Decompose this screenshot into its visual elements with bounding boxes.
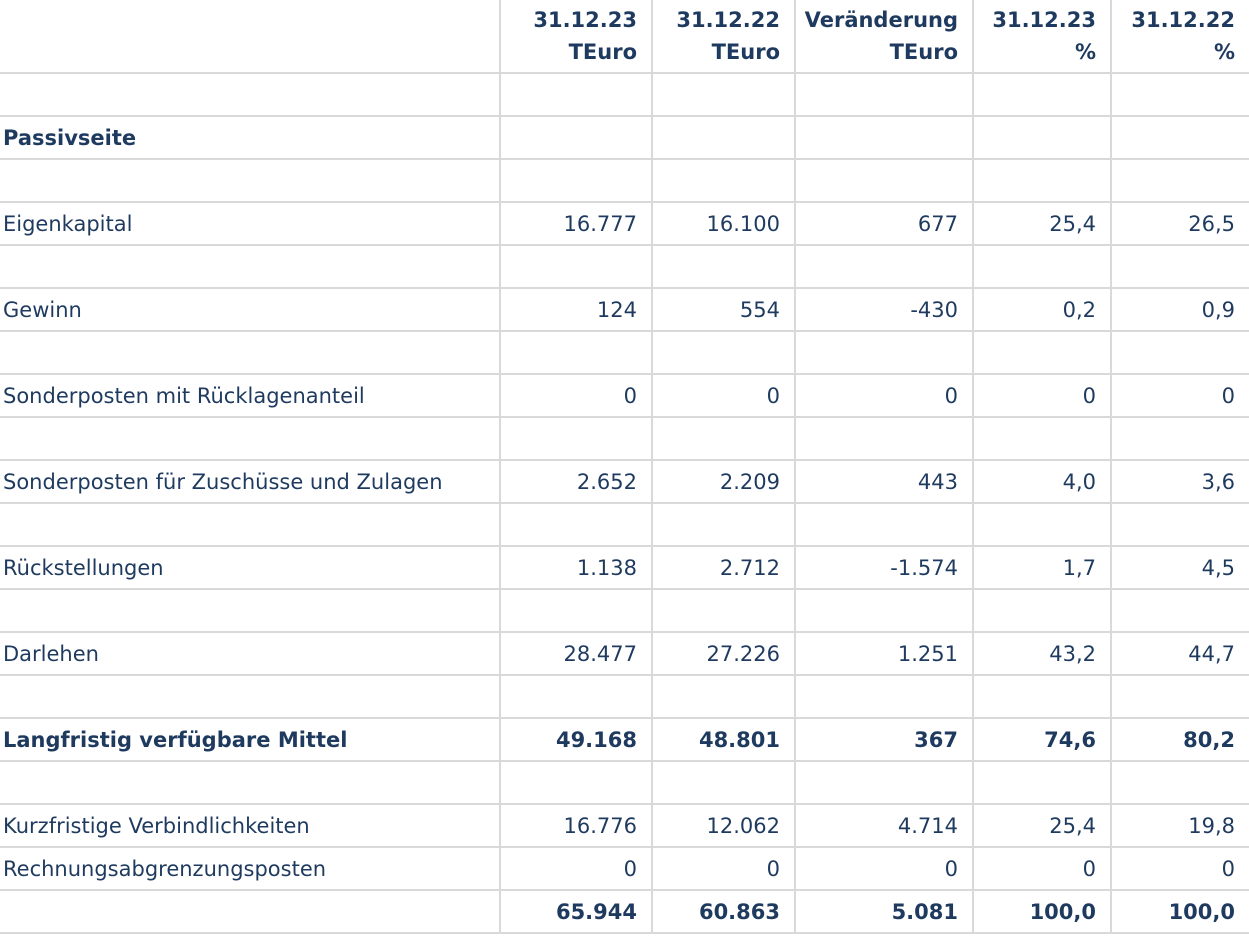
- total-cell: 60.863: [651, 890, 795, 934]
- header-col-d-date: 31.12.23: [992, 8, 1096, 32]
- total-cell: 65.944: [499, 890, 652, 934]
- row-label: Eigenkapital: [0, 202, 500, 246]
- value-cell: 443: [794, 460, 973, 504]
- table-row: Sonderposten mit Rücklagenanteil 0 0 0 0…: [0, 374, 1249, 418]
- spacer-row: [0, 675, 1249, 719]
- value-cell: 16.777: [499, 202, 652, 246]
- value-cell: 367: [794, 718, 973, 762]
- value-cell: 0: [972, 374, 1111, 418]
- value-cell: 43,2: [972, 632, 1111, 676]
- total-cell: 5.081: [794, 890, 973, 934]
- value-cell: 48.801: [651, 718, 795, 762]
- spacer-row: [0, 159, 1249, 203]
- header-label-cell: [0, 0, 500, 74]
- value-cell: 16.776: [499, 804, 652, 848]
- row-label: Sonderposten für Zuschüsse und Zulagen: [0, 460, 500, 504]
- value-cell: 80,2: [1110, 718, 1249, 762]
- value-cell: 19,8: [1110, 804, 1249, 848]
- value-cell: 0,9: [1110, 288, 1249, 332]
- header-row: 31.12.23 TEuro 31.12.22 TEuro Veränderun…: [0, 0, 1249, 74]
- value-cell: 0: [651, 374, 795, 418]
- value-cell: 4,0: [972, 460, 1111, 504]
- value-cell: 0: [499, 847, 652, 891]
- value-cell: 0: [972, 847, 1111, 891]
- value-cell: 28.477: [499, 632, 652, 676]
- row-label: Rechnungsabgrenzungsposten: [0, 847, 500, 891]
- table-row: Rückstellungen 1.138 2.712 -1.574 1,7 4,…: [0, 546, 1249, 590]
- section-title: Passivseite: [0, 116, 500, 160]
- row-label: Kurzfristige Verbindlichkeiten: [0, 804, 500, 848]
- header-col-b-unit: TEuro: [711, 40, 780, 64]
- header-col-a-unit: TEuro: [568, 40, 637, 64]
- spacer-row: [0, 331, 1249, 375]
- value-cell: 0,2: [972, 288, 1111, 332]
- row-label: Darlehen: [0, 632, 500, 676]
- value-cell: 2.209: [651, 460, 795, 504]
- value-cell: 0: [794, 374, 973, 418]
- value-cell: 1.251: [794, 632, 973, 676]
- value-cell: -1.574: [794, 546, 973, 590]
- table-row: Kurzfristige Verbindlichkeiten 16.776 12…: [0, 804, 1249, 848]
- spacer-row: [0, 589, 1249, 633]
- header-col-c-title: Veränderung: [804, 8, 958, 32]
- header-col-c: Veränderung TEuro: [794, 0, 973, 74]
- table-row: Darlehen 28.477 27.226 1.251 43,2 44,7: [0, 632, 1249, 676]
- spacer-row: [0, 73, 1249, 117]
- header-col-a: 31.12.23 TEuro: [499, 0, 652, 74]
- header-col-b-date: 31.12.22: [676, 8, 780, 32]
- row-label: Rückstellungen: [0, 546, 500, 590]
- spacer-row: [0, 503, 1249, 547]
- total-cell: 100,0: [1110, 890, 1249, 934]
- spacer-row: [0, 245, 1249, 289]
- value-cell: 26,5: [1110, 202, 1249, 246]
- header-col-e-date: 31.12.22: [1131, 8, 1235, 32]
- value-cell: 2.712: [651, 546, 795, 590]
- value-cell: -430: [794, 288, 973, 332]
- spacer-row: [0, 761, 1249, 805]
- value-cell: 0: [1110, 847, 1249, 891]
- value-cell: 0: [499, 374, 652, 418]
- value-cell: 16.100: [651, 202, 795, 246]
- spacer-row: [0, 417, 1249, 461]
- header-col-c-unit: TEuro: [889, 40, 958, 64]
- table-row: Rechnungsabgrenzungsposten 0 0 0 0 0: [0, 847, 1249, 891]
- value-cell: 74,6: [972, 718, 1111, 762]
- row-label: Sonderposten mit Rücklagenanteil: [0, 374, 500, 418]
- value-cell: 25,4: [972, 202, 1111, 246]
- value-cell: 4.714: [794, 804, 973, 848]
- header-col-d: 31.12.23 %: [972, 0, 1111, 74]
- value-cell: 4,5: [1110, 546, 1249, 590]
- row-label: Langfristig verfügbare Mittel: [0, 718, 500, 762]
- table-row: Eigenkapital 16.777 16.100 677 25,4 26,5: [0, 202, 1249, 246]
- total-cell: 100,0: [972, 890, 1111, 934]
- value-cell: 0: [794, 847, 973, 891]
- header-col-d-unit: %: [1074, 40, 1096, 64]
- header-col-e: 31.12.22 %: [1110, 0, 1249, 74]
- value-cell: 1.138: [499, 546, 652, 590]
- value-cell: 12.062: [651, 804, 795, 848]
- header-col-b: 31.12.22 TEuro: [651, 0, 795, 74]
- value-cell: 44,7: [1110, 632, 1249, 676]
- total-row: 65.944 60.863 5.081 100,0 100,0: [0, 890, 1249, 934]
- value-cell: 27.226: [651, 632, 795, 676]
- total-label: [0, 890, 500, 934]
- value-cell: 25,4: [972, 804, 1111, 848]
- value-cell: 554: [651, 288, 795, 332]
- value-cell: 2.652: [499, 460, 652, 504]
- value-cell: 49.168: [499, 718, 652, 762]
- value-cell: 0: [1110, 374, 1249, 418]
- row-label: Gewinn: [0, 288, 500, 332]
- value-cell: 3,6: [1110, 460, 1249, 504]
- section-title-row: Passivseite: [0, 116, 1249, 160]
- table-row: Sonderposten für Zuschüsse und Zulagen 2…: [0, 460, 1249, 504]
- subtotal-row: Langfristig verfügbare Mittel 49.168 48.…: [0, 718, 1249, 762]
- header-col-a-date: 31.12.23: [533, 8, 637, 32]
- value-cell: 124: [499, 288, 652, 332]
- value-cell: 677: [794, 202, 973, 246]
- header-col-e-unit: %: [1213, 40, 1235, 64]
- table-row: Gewinn 124 554 -430 0,2 0,9: [0, 288, 1249, 332]
- value-cell: 0: [651, 847, 795, 891]
- value-cell: 1,7: [972, 546, 1111, 590]
